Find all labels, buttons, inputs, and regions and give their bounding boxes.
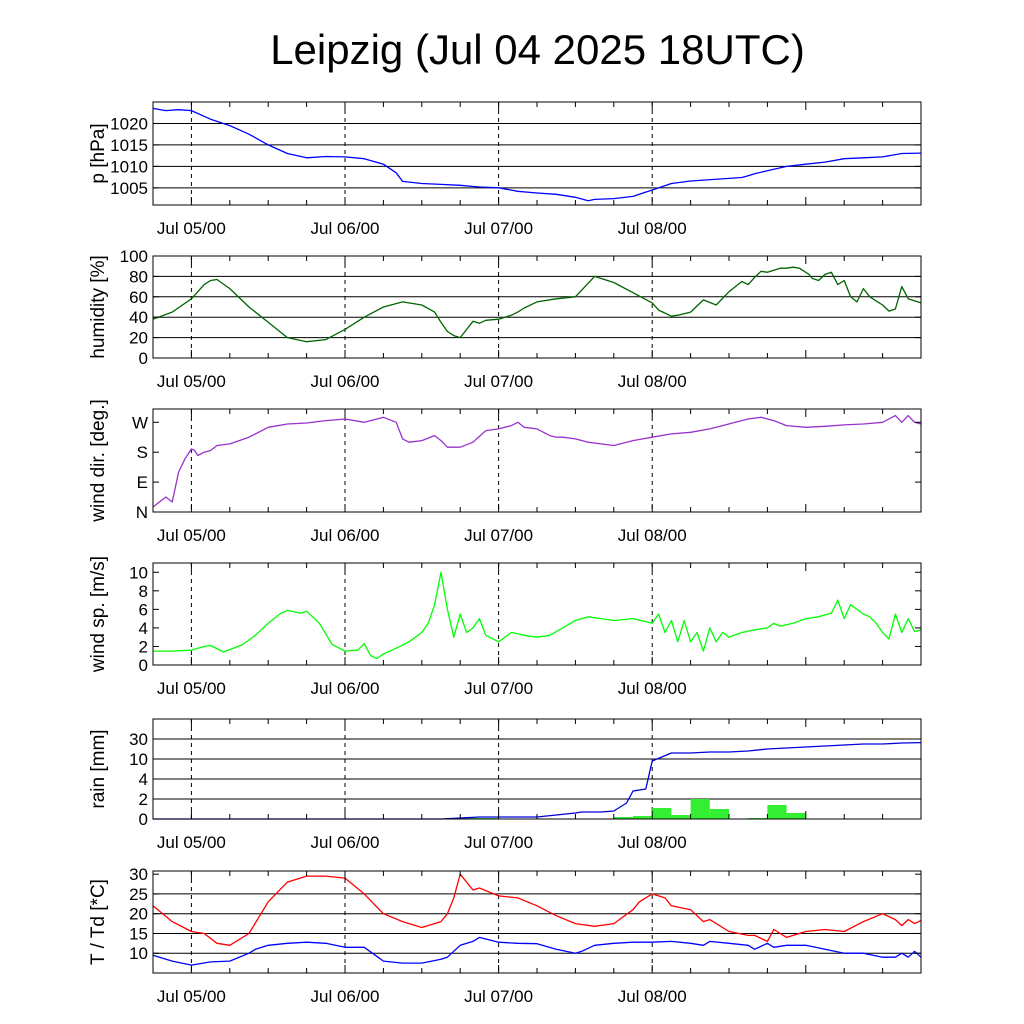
panel-4-ytick-label: 10 [129, 563, 148, 582]
panel-5-ytick-label: 4 [139, 770, 148, 789]
panel-6-series-line [152, 936, 922, 966]
panel-6-xtick-label: Jul 07/00 [464, 987, 533, 1006]
panel-6-ylabel: T / Td [*C] [88, 879, 109, 965]
panel-5-ylabel: rain [mm] [88, 729, 109, 808]
panel-3-xtick-label: Jul 07/00 [464, 526, 533, 545]
panel-1-frame [152, 101, 922, 206]
panel-3-xtick-label: Jul 08/00 [618, 526, 687, 545]
panel-2-ytick-label: 40 [129, 308, 148, 327]
panel-6-series-line [152, 873, 922, 946]
panel-2-ytick-label: 80 [129, 267, 148, 286]
panel-1-series-line [152, 107, 922, 202]
panel-5-rain-bar [671, 815, 691, 819]
panel-6-xtick-label: Jul 08/00 [618, 987, 687, 1006]
panel-5-xtick-label: Jul 05/00 [157, 833, 226, 852]
panel-5-ytick-label: 2 [139, 790, 148, 809]
panel-5-rain-bar [652, 808, 672, 819]
panel-5-rain-bar [767, 805, 787, 819]
panel-6-ytick-label: 20 [129, 905, 148, 924]
panel-4-ytick-label: 8 [139, 582, 148, 601]
panel-4-ytick-label: 2 [139, 637, 148, 656]
panel-2-xtick-label: Jul 08/00 [618, 372, 687, 391]
panel-3-series-line [152, 414, 922, 508]
panel-5-frame [152, 718, 922, 820]
panel-3-ytick-label: N [136, 503, 148, 522]
panel-4-xtick-label: Jul 06/00 [311, 679, 380, 698]
panel-4-series-line [153, 571, 922, 660]
panel-2-ytick-label: 60 [129, 288, 148, 307]
panel-2-xtick-label: Jul 06/00 [311, 372, 380, 391]
panel-3-xtick-label: Jul 06/00 [311, 526, 380, 545]
panel-6-ytick-label: 10 [129, 944, 148, 963]
panel-4-frame [152, 562, 922, 666]
panel-3-ytick-label: E [137, 473, 148, 492]
panel-6-xtick-label: Jul 06/00 [311, 987, 380, 1006]
panel-4-xtick-label: Jul 08/00 [618, 679, 687, 698]
panel-2-frame [152, 255, 922, 359]
panel-1-ylabel: p [hPa] [88, 123, 109, 183]
panel-4-xtick-label: Jul 07/00 [464, 679, 533, 698]
panel-3-xtick-label: Jul 05/00 [157, 526, 226, 545]
panel-1-xtick-label: Jul 06/00 [311, 219, 380, 238]
panel-3-ytick-label: S [137, 443, 148, 462]
panel-5-ytick-label: 30 [129, 730, 148, 749]
panel-5-rain-bar [633, 816, 653, 819]
panel-1-xtick-label: Jul 07/00 [464, 219, 533, 238]
panel-2-ytick-label: 20 [129, 329, 148, 348]
panel-3-frame [152, 408, 922, 513]
panel-5-ytick-label: 10 [129, 750, 148, 769]
chart-title: Leipzig (Jul 04 2025 18UTC) [270, 26, 805, 73]
panel-2-ylabel: humidity [%] [88, 255, 109, 358]
panel-6-ytick-label: 15 [129, 924, 148, 943]
panel-5-rain-bar [613, 817, 633, 819]
panel-6-xtick-label: Jul 05/00 [157, 987, 226, 1006]
panel-4-ytick-label: 4 [139, 619, 148, 638]
panel-5-ytick-label: 0 [139, 810, 148, 829]
panel-1-xtick-label: Jul 05/00 [157, 219, 226, 238]
panel-5-rain-bar [786, 813, 806, 819]
panel-6-frame [152, 870, 922, 974]
panel-5-xtick-label: Jul 08/00 [618, 833, 687, 852]
panel-4-ytick-label: 0 [139, 656, 148, 675]
panel-2-xtick-label: Jul 07/00 [464, 372, 533, 391]
panel-4-ytick-label: 6 [139, 600, 148, 619]
panel-1-xtick-label: Jul 08/00 [618, 219, 687, 238]
panel-5-rain-bar [709, 809, 729, 819]
panel-2-ytick-label: 100 [120, 247, 148, 266]
panel-4-ylabel: wind sp. [m/s] [88, 556, 109, 673]
panel-3-ylabel: wind dir. [deg.] [88, 399, 109, 523]
panel-2-series-line [152, 266, 922, 343]
panel-1-ytick-label: 1020 [110, 114, 148, 133]
panel-2-ytick-label: 0 [139, 349, 148, 368]
panel-3-ytick-label: W [132, 413, 148, 432]
panel-1-ytick-label: 1010 [110, 157, 148, 176]
panel-1-ytick-label: 1005 [110, 179, 148, 198]
panel-1-ytick-label: 1015 [110, 136, 148, 155]
panel-6-ytick-label: 25 [129, 885, 148, 904]
panel-4-xtick-label: Jul 05/00 [157, 679, 226, 698]
panel-5-xtick-label: Jul 07/00 [464, 833, 533, 852]
panel-6-ytick-label: 30 [129, 865, 148, 884]
panel-2-xtick-label: Jul 05/00 [157, 372, 226, 391]
panel-5-rain-bar [690, 799, 710, 819]
panel-5-xtick-label: Jul 06/00 [311, 833, 380, 852]
panel-5-series-line [153, 741, 922, 820]
